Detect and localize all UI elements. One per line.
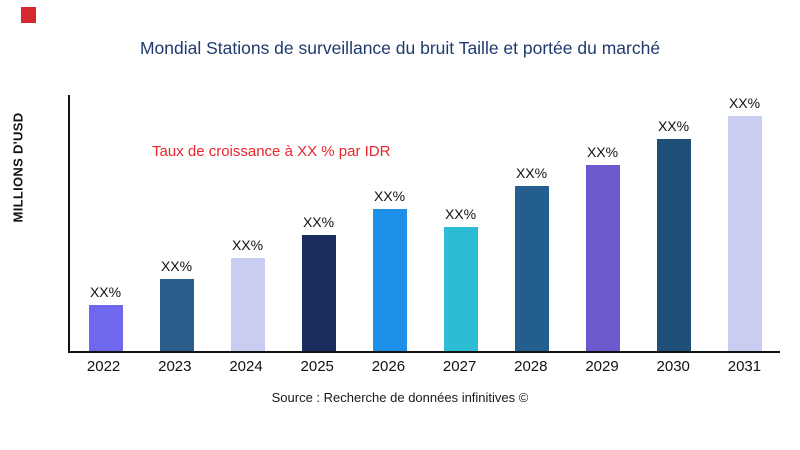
bar-2024 <box>230 258 265 351</box>
bar-group-2023: XX% <box>141 258 212 351</box>
bar-value-label: XX% <box>302 214 335 230</box>
bar-2026 <box>372 209 407 351</box>
x-tick-label-2030: 2030 <box>656 358 690 375</box>
y-axis-label: MILLIONS D'USD <box>10 112 26 223</box>
x-axis-labels: 2022 2023 2024 2025 2026 2027 2028 2029 2030 2031 <box>68 358 780 375</box>
x-tick-label-2029: 2029 <box>585 358 619 375</box>
growth-rate-annotation: Taux de croissance à XX % par IDR <box>152 143 391 160</box>
bar-2029 <box>585 165 620 351</box>
bar-2023 <box>159 279 194 351</box>
bar-2031 <box>727 116 762 351</box>
bar-2027 <box>443 227 478 351</box>
x-tick-label-2022: 2022 <box>86 358 121 375</box>
bar-value-label: XX% <box>728 95 761 111</box>
bar-value-label: XX% <box>160 258 193 274</box>
bar-2022 <box>88 305 123 351</box>
bar-value-label: XX% <box>586 144 619 160</box>
bar-value-label: XX% <box>515 165 548 181</box>
x-tick-label-2031: 2031 <box>727 358 762 375</box>
chart-title: Mondial Stations de surveillance du brui… <box>139 38 661 58</box>
bar-group-2031: XX% <box>709 95 780 351</box>
x-tick-label-2027: 2027 <box>442 358 477 375</box>
plot-area: Taux de croissance à XX % par IDR XX% XX%… <box>68 95 780 353</box>
bar-group-2030: XX% <box>638 118 709 351</box>
bar-value-label: XX% <box>89 284 122 300</box>
bar-group-2029: XX% <box>567 144 638 351</box>
bar-2028 <box>514 186 549 351</box>
bar-group-2026: XX% <box>354 188 425 351</box>
x-tick-label-2028: 2028 <box>514 358 548 375</box>
bar-group-2024: XX% <box>212 237 283 351</box>
x-tick-label-2025: 2025 <box>300 358 334 375</box>
bars-container: XX% XX% XX% XX% XX% XX% XX% XX% XX% XX% <box>70 95 780 351</box>
bar-group-2028: XX% <box>496 165 567 351</box>
bar-2025 <box>301 235 336 351</box>
x-tick-label-2024: 2024 <box>229 358 263 375</box>
x-tick-label-2026: 2026 <box>371 358 406 375</box>
bar-group-2022: XX% <box>70 284 141 351</box>
bar-value-label: XX% <box>231 237 264 253</box>
source-attribution: Source : Recherche de données infinitive… <box>271 390 529 405</box>
bar-group-2027: XX% <box>425 206 496 351</box>
bar-2030 <box>656 139 691 351</box>
bar-value-label: XX% <box>444 206 477 222</box>
x-tick-label-2023: 2023 <box>158 358 192 375</box>
bar-group-2025: XX% <box>283 214 354 351</box>
bar-value-label: XX% <box>657 118 690 134</box>
logo-mark <box>21 7 36 23</box>
bar-value-label: XX% <box>373 188 406 204</box>
